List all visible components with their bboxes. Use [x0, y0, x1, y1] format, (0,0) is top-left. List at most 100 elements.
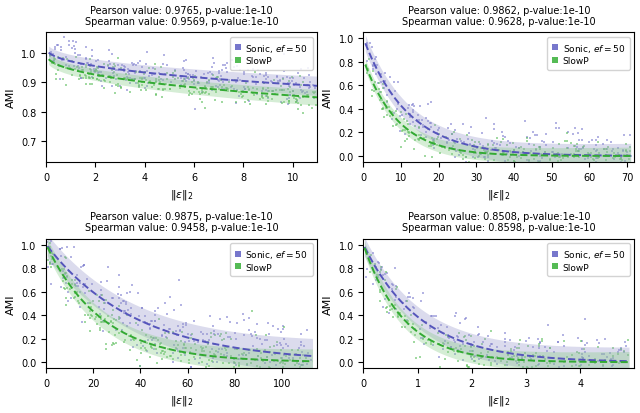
Point: [616, 346, 627, 352]
Point: [58, 77, 68, 83]
Point: [295, 95, 305, 102]
Point: [125, 320, 136, 326]
Point: [68, 38, 78, 45]
Point: [362, 59, 372, 66]
Point: [65, 286, 75, 293]
Point: [226, 377, 236, 383]
Point: [47, 256, 58, 262]
Point: [502, 152, 512, 159]
Point: [575, 160, 585, 166]
Point: [272, 342, 282, 348]
Point: [399, 313, 410, 320]
Point: [213, 349, 223, 356]
Point: [260, 337, 271, 344]
Point: [216, 331, 226, 338]
Point: [209, 331, 220, 338]
Point: [291, 351, 301, 357]
Point: [380, 271, 390, 278]
Point: [541, 142, 551, 149]
Point: [271, 88, 281, 95]
Point: [534, 361, 544, 367]
Point: [63, 43, 74, 50]
X-axis label: $\|\varepsilon\|_2$: $\|\varepsilon\|_2$: [487, 394, 511, 408]
Point: [568, 154, 579, 161]
Point: [234, 76, 244, 82]
Point: [106, 76, 116, 82]
Point: [173, 354, 183, 361]
Point: [86, 62, 96, 69]
Point: [91, 66, 101, 73]
Point: [184, 88, 195, 95]
Point: [228, 359, 239, 366]
Point: [592, 337, 602, 344]
Point: [534, 371, 544, 378]
Point: [45, 54, 55, 60]
Point: [368, 250, 378, 257]
Point: [108, 64, 118, 71]
Point: [242, 89, 252, 96]
Point: [612, 375, 622, 382]
Point: [180, 79, 191, 85]
Point: [365, 41, 375, 47]
Point: [621, 141, 632, 147]
Point: [363, 67, 373, 74]
Point: [221, 350, 232, 357]
Point: [180, 77, 190, 83]
Point: [540, 356, 550, 363]
Point: [179, 59, 189, 66]
Point: [197, 348, 207, 355]
Point: [141, 78, 151, 85]
Point: [473, 154, 483, 161]
X-axis label: $\|\varepsilon\|_2$: $\|\varepsilon\|_2$: [170, 394, 193, 408]
Point: [616, 375, 626, 382]
Point: [302, 83, 312, 90]
Point: [121, 71, 131, 78]
Point: [521, 380, 531, 387]
Point: [60, 285, 70, 292]
Point: [522, 138, 532, 145]
Point: [203, 341, 213, 347]
Point: [116, 85, 126, 92]
Point: [415, 354, 425, 360]
Point: [516, 150, 526, 157]
Point: [595, 174, 605, 181]
Point: [273, 79, 283, 85]
Point: [465, 347, 476, 354]
Point: [538, 352, 548, 359]
Point: [533, 362, 543, 369]
Point: [509, 148, 520, 154]
Point: [625, 145, 635, 151]
Point: [371, 277, 381, 283]
Point: [284, 87, 294, 93]
Point: [462, 361, 472, 368]
Point: [54, 76, 65, 83]
Point: [575, 363, 585, 370]
Point: [298, 110, 308, 116]
Point: [540, 344, 550, 350]
Point: [296, 342, 306, 348]
Point: [103, 313, 113, 320]
Point: [461, 154, 472, 161]
Point: [550, 368, 561, 375]
Point: [524, 159, 534, 165]
Point: [527, 344, 538, 351]
Point: [531, 350, 541, 357]
Point: [161, 82, 171, 88]
Point: [553, 150, 563, 157]
Point: [120, 310, 131, 316]
Point: [296, 339, 307, 346]
Point: [136, 350, 147, 356]
Point: [579, 346, 589, 352]
Point: [229, 356, 239, 363]
Point: [504, 391, 515, 397]
Point: [216, 337, 227, 344]
Point: [134, 83, 145, 90]
Point: [413, 112, 424, 119]
Point: [558, 332, 568, 339]
Point: [547, 150, 557, 156]
Point: [556, 172, 566, 178]
Point: [158, 77, 168, 84]
Point: [140, 85, 150, 92]
Point: [252, 87, 262, 93]
Point: [469, 150, 479, 157]
